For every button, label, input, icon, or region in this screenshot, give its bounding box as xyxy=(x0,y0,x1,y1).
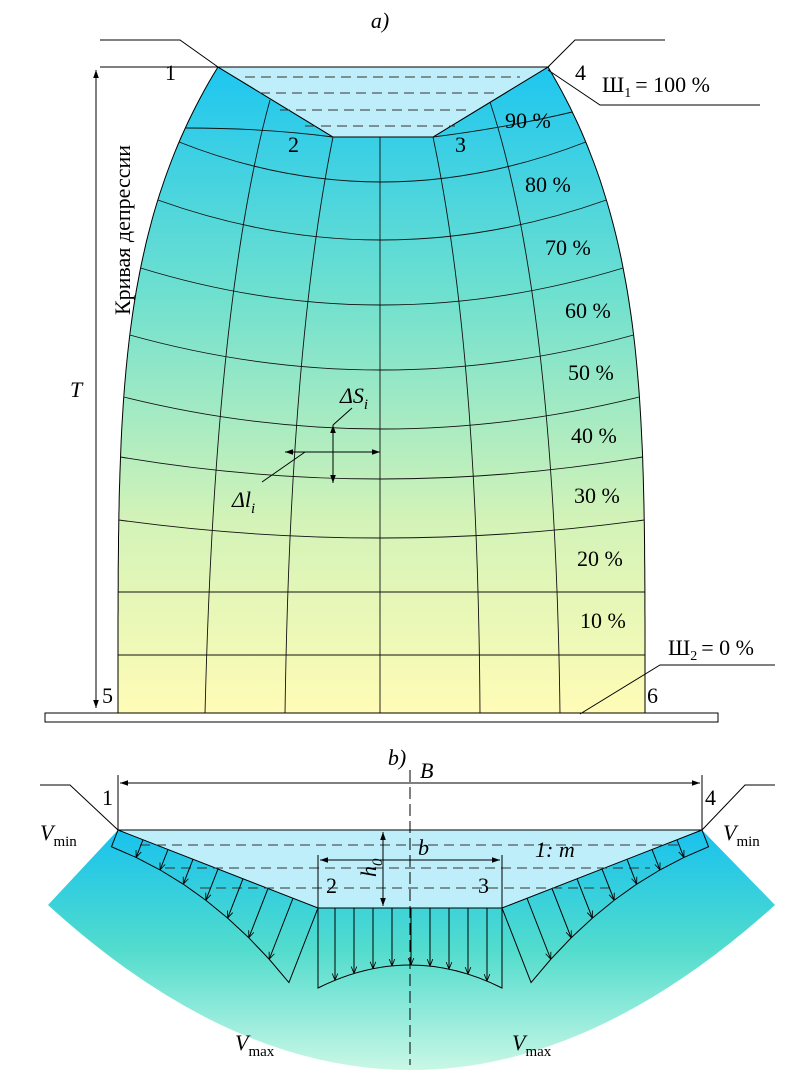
subscript: i xyxy=(364,397,368,413)
width-label: B xyxy=(420,758,433,783)
level-label: 70 % xyxy=(545,235,591,260)
v-min: Vmin xyxy=(723,820,760,850)
subscript: min xyxy=(736,834,760,850)
bottom-width-label: b xyxy=(418,835,429,860)
subscript: i xyxy=(251,501,255,517)
level-label: 10 % xyxy=(580,608,626,633)
page: {"panel_a": {"label": "a)", "points": ["… xyxy=(0,0,795,1075)
soil-body xyxy=(118,67,645,714)
point-label: 3 xyxy=(478,873,489,898)
level-label: 50 % xyxy=(568,360,614,385)
symbol: h xyxy=(356,866,381,877)
subscript: 2 xyxy=(690,649,697,664)
level-label: 80 % xyxy=(525,172,571,197)
point-label: 5 xyxy=(102,683,113,708)
embankment xyxy=(40,785,775,830)
point-label: 1 xyxy=(102,785,113,810)
depth-label: T xyxy=(70,377,84,402)
symbol: ΔS xyxy=(339,383,364,408)
point-label: 2 xyxy=(326,873,337,898)
curve-label: Кривая депрессии xyxy=(110,145,135,315)
subscript: 1 xyxy=(624,86,631,101)
point-label: 1 xyxy=(165,60,176,85)
symbol: Ш xyxy=(602,72,624,97)
level-label: 60 % xyxy=(565,298,611,323)
symbol: Ш xyxy=(668,635,690,660)
slope-label: 1: m xyxy=(535,837,575,862)
point-label: 6 xyxy=(647,683,658,708)
level-label: 40 % xyxy=(571,423,617,448)
figure: a) 1 2 3 4 5 6 T Кривая депрессии Ш1= 10… xyxy=(0,0,795,1075)
symbol: Δl xyxy=(231,487,251,512)
subscript: 0 xyxy=(370,858,386,866)
level-label: 90 % xyxy=(505,108,551,133)
point-label: 3 xyxy=(455,132,466,157)
top-level: Ш1 = 100 % xyxy=(602,72,710,101)
panel-label: a) xyxy=(371,8,389,33)
base xyxy=(45,713,718,722)
subscript: max xyxy=(525,1044,551,1060)
subscript: min xyxy=(53,834,77,850)
level-label: 30 % xyxy=(574,483,620,508)
bottom-level: Ш2 = 0 % xyxy=(668,635,754,664)
panel-a: a) 1 2 3 4 5 6 T Кривая депрессии Ш1= 10… xyxy=(45,8,775,722)
point-label: 2 xyxy=(288,132,299,157)
panel-b: b) 1 2 3 4 B b 1: m h0 Vmin Vmin Vmax Vm… xyxy=(40,745,775,1070)
point-label: 4 xyxy=(705,785,716,810)
subscript: max xyxy=(248,1044,274,1060)
level-text: = 100 % xyxy=(635,72,710,97)
level-text: = 0 % xyxy=(701,635,754,660)
panel-label: b) xyxy=(388,745,406,770)
level-label: 20 % xyxy=(577,546,623,571)
v-min: Vmin xyxy=(40,820,77,850)
point-label: 4 xyxy=(575,60,586,85)
